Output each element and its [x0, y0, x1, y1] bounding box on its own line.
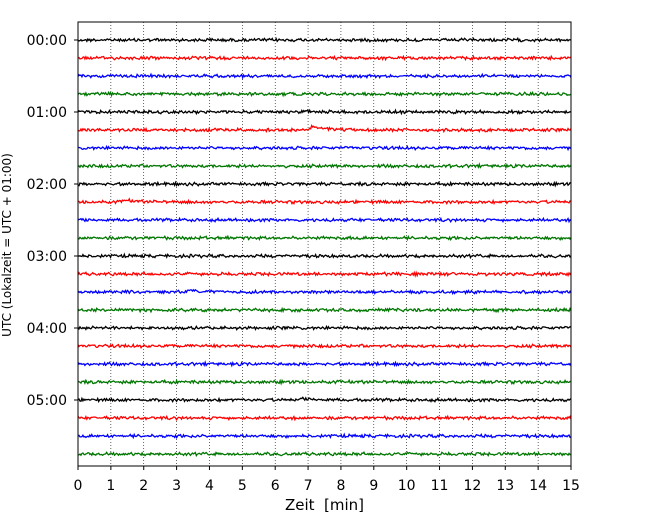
x-tick-label: 8 [336, 478, 345, 494]
trace-line [77, 123, 572, 134]
x-tick-label: 12 [463, 478, 481, 494]
x-tick-label: 0 [74, 478, 83, 494]
trace-series [77, 36, 572, 458]
y-tick-label: 00:00 [27, 33, 67, 49]
x-tick-label: 5 [238, 478, 247, 494]
trace-line [77, 197, 572, 206]
x-tick-label: 13 [496, 478, 514, 494]
grid-lines [110, 22, 539, 466]
trace-line [77, 252, 572, 260]
trace-line [77, 36, 572, 43]
trace-line [77, 451, 572, 458]
x-tick-label: 3 [172, 478, 181, 494]
trace-line [77, 90, 572, 98]
x-tick-label: 9 [369, 478, 378, 494]
trace-line [77, 180, 572, 188]
x-tick-label: 6 [271, 478, 280, 494]
x-tick-label: 10 [398, 478, 416, 494]
trace-line [77, 216, 572, 224]
trace-line [77, 54, 572, 62]
trace-line [77, 378, 572, 386]
plot-frame [77, 21, 572, 467]
y-tick-label: 03:00 [27, 249, 67, 265]
trace-line [77, 288, 572, 296]
y-axis-label: UTC (Lokalzeit = UTC + 01:00) [0, 153, 14, 337]
trace-line [77, 270, 572, 278]
y-axis-ticks: 00:00 01:00 02:00 03:00 04:00 05:00 [27, 33, 78, 409]
trace-line [77, 360, 572, 368]
trace-line [77, 234, 572, 242]
trace-line [77, 72, 572, 80]
trace-line [77, 396, 572, 404]
x-tick-label: 11 [431, 478, 449, 494]
trace-line [77, 162, 572, 170]
x-axis-ticks: 0 1 2 3 4 5 6 7 8 9 10 11 12 13 14 15 [74, 466, 580, 494]
x-tick-label: 14 [529, 478, 547, 494]
y-tick-label: 02:00 [27, 177, 67, 193]
trace-line [77, 414, 572, 422]
x-tick-label: 2 [139, 478, 148, 494]
trace-line [77, 108, 572, 116]
trace-line [77, 144, 572, 152]
trace-line [77, 432, 572, 440]
trace-line [77, 306, 572, 314]
x-tick-label: 4 [205, 478, 214, 494]
x-tick-label: 15 [562, 478, 580, 494]
y-tick-label: 04:00 [27, 321, 67, 337]
x-axis-label: Zeit [min] [285, 496, 364, 514]
x-tick-label: 7 [304, 478, 313, 494]
trace-line [77, 342, 572, 350]
y-tick-label: 05:00 [27, 393, 67, 409]
trace-line [77, 324, 572, 331]
x-tick-label: 1 [106, 478, 115, 494]
y-tick-label: 01:00 [27, 105, 67, 121]
